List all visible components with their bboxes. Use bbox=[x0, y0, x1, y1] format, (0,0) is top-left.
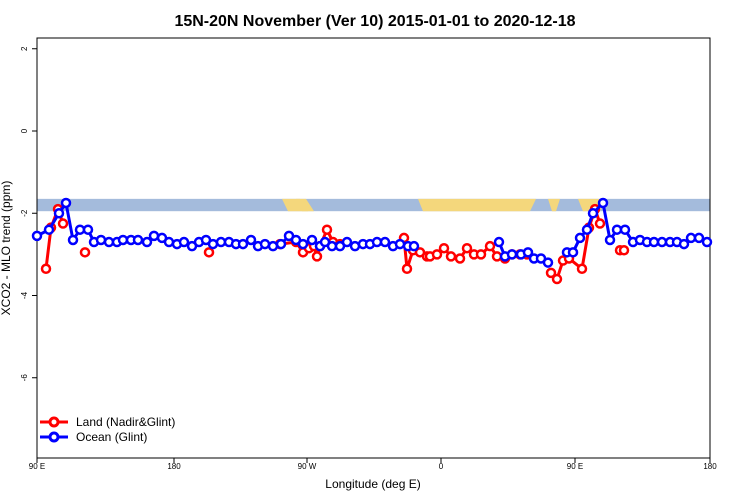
plot-frame bbox=[36, 37, 711, 459]
land-point-23 bbox=[438, 242, 450, 254]
land-point-42 bbox=[594, 218, 606, 229]
land-point-44 bbox=[618, 245, 630, 256]
x-axis-label: Longitude (deg E) bbox=[325, 477, 420, 491]
ocean-point-55 bbox=[522, 247, 534, 258]
ocean-point-61 bbox=[574, 232, 586, 244]
land-point-22 bbox=[431, 249, 443, 260]
land-point-13 bbox=[321, 224, 333, 235]
y-axis: 2 0 -2 -4 -6 bbox=[20, 46, 37, 381]
ocean-point-32 bbox=[275, 238, 287, 250]
x-tick-label-3: 0 bbox=[439, 462, 444, 471]
map-ocean-band bbox=[37, 198, 710, 212]
ocean-point-36 bbox=[306, 234, 318, 246]
ocean-point-14 bbox=[141, 236, 153, 248]
y-axis-label: XCO2 - MLO trend (ppm) bbox=[0, 181, 13, 316]
land-point-24 bbox=[445, 251, 457, 262]
legend-land-marker bbox=[48, 416, 60, 428]
x-axis: 90 E 180 90 W 0 90 E 180 bbox=[29, 458, 717, 471]
land-point-3 bbox=[57, 218, 69, 229]
y-tick-label-2: -2 bbox=[20, 209, 29, 217]
ocean-point-48 bbox=[394, 238, 406, 250]
land-point-25 bbox=[454, 253, 466, 264]
map-strip bbox=[37, 198, 710, 212]
x-tick-label-2: 90 W bbox=[298, 462, 317, 471]
map-land-1 bbox=[296, 198, 314, 212]
land-point-0 bbox=[40, 263, 52, 275]
legend-ocean-marker bbox=[48, 431, 60, 443]
ocean-point-15 bbox=[148, 230, 160, 242]
legend: Land (Nadir&Glint) Ocean (Glint) bbox=[40, 415, 175, 444]
x-tick-label-0: 90 E bbox=[29, 462, 45, 471]
ocean-point-2 bbox=[53, 208, 65, 219]
x-tick-label-4: 90 E bbox=[567, 462, 583, 471]
ocean-point-50 bbox=[408, 240, 420, 252]
y-tick-label-1: 0 bbox=[20, 128, 29, 133]
ocean-point-13 bbox=[132, 234, 144, 246]
y-tick-label-0: 2 bbox=[20, 46, 29, 51]
land-point-26 bbox=[461, 242, 473, 254]
x-tick-label-5: 180 bbox=[703, 462, 717, 471]
ocean-point-63 bbox=[587, 208, 599, 219]
map-land-3 bbox=[548, 198, 560, 212]
y-tick-label-4: -6 bbox=[20, 374, 29, 382]
land-point-29 bbox=[484, 240, 496, 252]
ocean-point-53 bbox=[506, 249, 518, 260]
ocean-point-75 bbox=[678, 238, 690, 250]
ocean-point-67 bbox=[619, 224, 631, 235]
ocean-point-27 bbox=[237, 238, 249, 250]
ocean-point-30 bbox=[259, 238, 271, 250]
map-land-2 bbox=[418, 198, 536, 212]
ocean-point-46 bbox=[379, 236, 391, 248]
ocean-point-35 bbox=[297, 238, 309, 250]
ocean-point-6 bbox=[82, 224, 94, 235]
series-ocean bbox=[31, 197, 713, 268]
ocean-point-51 bbox=[493, 236, 505, 248]
ocean-point-41 bbox=[341, 236, 353, 248]
land-point-35 bbox=[545, 267, 557, 279]
land-point-4 bbox=[79, 247, 91, 258]
y-tick-label-3: -4 bbox=[20, 291, 29, 299]
ocean-point-64 bbox=[597, 197, 609, 209]
ocean-point-31 bbox=[267, 240, 279, 252]
ocean-point-3 bbox=[60, 197, 72, 209]
legend-land-label: Land (Nadir&Glint) bbox=[76, 415, 175, 429]
land-point-28 bbox=[475, 249, 487, 260]
land-point-11 bbox=[311, 251, 323, 262]
x-tick-label-1: 180 bbox=[167, 462, 181, 471]
ocean-point-62 bbox=[581, 224, 593, 235]
chart-title: 15N-20N November (Ver 10) 2015-01-01 to … bbox=[174, 13, 575, 30]
ocean-point-19 bbox=[178, 236, 190, 248]
ocean-point-0 bbox=[31, 230, 43, 242]
ocean-point-60 bbox=[567, 247, 579, 258]
legend-ocean-label: Ocean (Glint) bbox=[76, 430, 147, 444]
ocean-point-17 bbox=[163, 236, 175, 248]
ocean-point-77 bbox=[693, 232, 705, 244]
land-point-17 bbox=[401, 263, 413, 275]
ocean-point-58 bbox=[542, 257, 554, 268]
ocean-point-65 bbox=[604, 234, 616, 246]
ocean-point-28 bbox=[245, 234, 257, 246]
land-point-36 bbox=[551, 273, 563, 285]
land-point-39 bbox=[576, 263, 588, 275]
ocean-point-42 bbox=[349, 240, 361, 252]
ocean-point-23 bbox=[207, 238, 219, 250]
ocean-point-78 bbox=[701, 236, 713, 248]
ocean-point-4 bbox=[67, 234, 79, 246]
land-point-5 bbox=[203, 247, 215, 258]
ocean-point-8 bbox=[95, 234, 107, 246]
ocean-point-1 bbox=[43, 224, 55, 235]
